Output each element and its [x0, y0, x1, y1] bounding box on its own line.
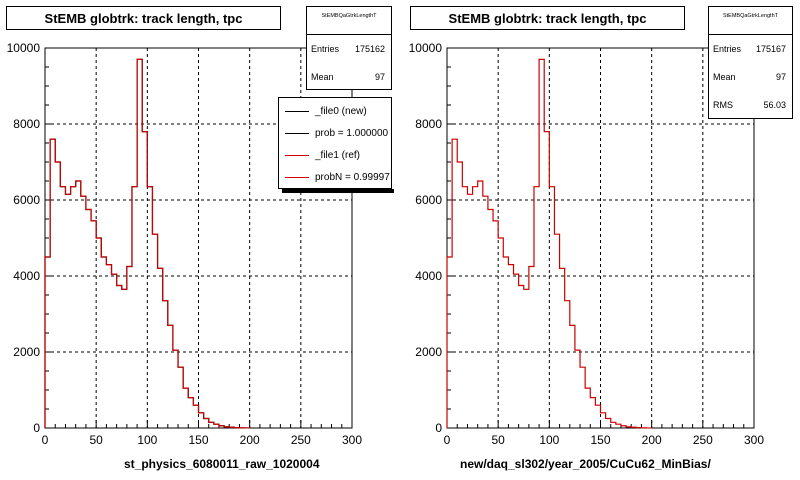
right-ytick-label-0: 0 [435, 421, 442, 435]
legend-line-prob [285, 132, 309, 134]
left-xtick-label-200: 200 [240, 433, 260, 447]
left-mean-label: Mean [311, 72, 334, 82]
right-xtick-label-300: 300 [744, 433, 764, 447]
right-x-axis-label: new/daq_sl302/year_2005/CuCu62_MinBias/ [460, 457, 711, 471]
left-stats-mean-row: Mean 97 [307, 63, 391, 91]
right-stats-name: StEMBQaGtrkLengthT [709, 7, 792, 35]
right-histogram-panel: 0 50 100 150 200 250 300 0 2000 4000 6000 8000 10000 [409, 41, 765, 447]
right-rms-label: RMS [713, 100, 733, 110]
legend-label-file1: _file1 (ref) [315, 149, 361, 161]
right-xtick-label-100: 100 [539, 433, 559, 447]
left-entries-label: Entries [311, 44, 340, 54]
right-entries-label: Entries [713, 44, 742, 54]
right-ytick-label-2000: 2000 [415, 345, 442, 359]
right-mean-label: Mean [713, 72, 736, 82]
left-ytick-label-6000: 6000 [13, 193, 40, 207]
left-xtick-label-0: 0 [42, 433, 49, 447]
left-legend-box: _file0 (new) prob = 1.000000 _file1 (ref… [278, 97, 392, 189]
left-ytick-label-2000: 2000 [13, 345, 40, 359]
right-stats-box: StEMBQaGtrkLengthT Entries 175167 Mean 9… [708, 6, 793, 119]
right-xtick-label-250: 250 [693, 433, 713, 447]
left-title-box: StEMB globtrk: track length, tpc [6, 6, 281, 30]
left-xtick-label-150: 150 [188, 433, 208, 447]
right-xtick-label-200: 200 [642, 433, 662, 447]
left-xtick-label-100: 100 [137, 433, 157, 447]
legend-label-probn: probN = 0.99997 [315, 171, 390, 183]
right-rms-value: 56.03 [763, 100, 786, 110]
left-entries-value: 175162 [354, 44, 385, 54]
legend-label-file0: _file0 (new) [315, 105, 367, 117]
left-xtick-label-50: 50 [89, 433, 103, 447]
right-title-box: StEMB globtrk: track length, tpc [410, 6, 685, 30]
right-xtick-label-0: 0 [444, 433, 451, 447]
left-ytick-label-8000: 8000 [13, 117, 40, 131]
right-title: StEMB globtrk: track length, tpc [448, 10, 647, 26]
legend-entry-file0: _file0 (new) [279, 100, 391, 122]
right-ytick-label-6000: 6000 [415, 193, 442, 207]
right-stats-rms-row: RMS 56.03 [709, 91, 792, 119]
left-title: StEMB globtrk: track length, tpc [44, 10, 243, 26]
left-ytick-label-4000: 4000 [13, 269, 40, 283]
legend-label-prob: prob = 1.000000 [315, 127, 389, 139]
left-stats-name: StEMBQaGtrkLengthT [307, 7, 391, 35]
right-stats-entries-row: Entries 175167 [709, 35, 792, 63]
left-series-1-step-line [44, 58, 251, 429]
left-histogram-panel: 0 50 100 150 200 250 300 0 2000 4000 6000 8000 10000 [7, 41, 363, 447]
left-xtick-label-300: 300 [342, 433, 362, 447]
legend-line-probn [285, 176, 309, 178]
left-mean-value: 97 [374, 72, 385, 82]
left-legend-shadow [282, 189, 394, 193]
legend-entry-file1: _file1 (ref) [279, 144, 391, 166]
left-stats-box: StEMBQaGtrkLengthT Entries 175162 Mean 9… [306, 6, 392, 90]
right-xtick-label-150: 150 [590, 433, 610, 447]
left-stats-entries-row: Entries 175162 [307, 35, 391, 63]
left-xtick-label-250: 250 [291, 433, 311, 447]
right-mean-value: 97 [775, 72, 786, 82]
right-ytick-label-4000: 4000 [415, 269, 442, 283]
left-ytick-label-10000: 10000 [7, 41, 41, 55]
right-entries-value: 175167 [755, 44, 786, 54]
left-ytick-label-0: 0 [33, 421, 40, 435]
right-xtick-label-50: 50 [491, 433, 505, 447]
legend-line-file1 [285, 154, 309, 156]
legend-entry-prob: prob = 1.000000 [279, 122, 391, 144]
right-stats-mean-row: Mean 97 [709, 63, 792, 91]
legend-line-file0 [285, 110, 309, 112]
left-x-axis-label: st_physics_6080011_raw_1020004 [124, 457, 320, 471]
right-ytick-label-8000: 8000 [415, 117, 442, 131]
right-ytick-label-10000: 10000 [409, 41, 443, 55]
right-series-0-step-line [446, 58, 653, 429]
legend-entry-probn: probN = 0.99997 [279, 166, 391, 188]
